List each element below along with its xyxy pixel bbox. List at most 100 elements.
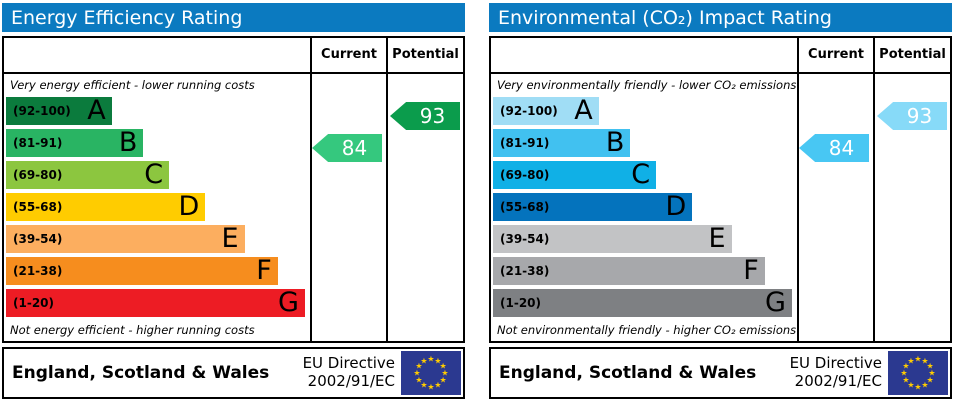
rating-bands: (92-100) A (81-91) B (69-80) C <box>6 97 308 321</box>
svg-text:★: ★ <box>420 381 427 390</box>
environmental-chart-body: Current Potential Very environmentally f… <box>489 36 952 343</box>
environmental-impact-chart: Environmental (CO₂) Impact Rating Curren… <box>489 3 952 399</box>
svg-text:★: ★ <box>907 381 914 390</box>
svg-text:★: ★ <box>415 362 422 371</box>
current-column-header: Current <box>321 47 377 62</box>
environmental-chart-title: Environmental (CO₂) Impact Rating <box>498 6 832 29</box>
band-range-label: (81-91) <box>13 136 63 150</box>
band-row-e: (39-54) E <box>6 225 308 253</box>
band-range-label: (55-68) <box>500 200 550 214</box>
band-row-c: (69-80) C <box>493 161 795 189</box>
energy-chart-title: Energy Efficiency Rating <box>11 6 243 29</box>
band-bar-g: (1-20) G <box>6 289 305 317</box>
band-row-b: (81-91) B <box>493 129 795 157</box>
bottom-note: Not environmentally friendly - higher CO… <box>497 323 797 337</box>
column-divider <box>386 38 388 341</box>
svg-text:★: ★ <box>440 362 447 371</box>
band-range-label: (69-80) <box>500 168 550 182</box>
svg-text:★: ★ <box>440 376 447 385</box>
band-bar-b: (81-91) B <box>6 127 144 158</box>
band-range-label: (39-54) <box>500 232 550 246</box>
band-range-label: (1-20) <box>13 296 54 310</box>
band-bar-f: (21-38) F <box>493 257 765 285</box>
band-range-label: (21-38) <box>500 264 550 278</box>
band-range-label: (1-20) <box>500 296 541 310</box>
current-rating-value: 84 <box>341 136 368 160</box>
band-row-f: (21-38) F <box>493 257 795 285</box>
column-divider <box>873 38 875 341</box>
band-letter: E <box>708 223 726 254</box>
current-rating-arrow: 84 <box>312 134 382 162</box>
band-letter: D <box>665 191 687 222</box>
svg-text:★: ★ <box>900 369 907 378</box>
svg-text:★: ★ <box>902 362 909 371</box>
potential-rating-arrow: 93 <box>877 102 947 130</box>
svg-text:★: ★ <box>434 356 441 365</box>
band-letter: C <box>144 159 164 190</box>
band-letter: B <box>118 127 138 158</box>
column-header-row: Current Potential <box>491 38 950 74</box>
svg-text:★: ★ <box>441 369 448 378</box>
band-bar-e: (39-54) E <box>493 225 732 253</box>
svg-text:★: ★ <box>415 376 422 385</box>
band-letter: G <box>765 287 786 318</box>
band-bar-a: (92-100) A <box>6 97 112 125</box>
band-bar-d: (55-68) D <box>6 191 206 222</box>
band-bar-a: (92-100) A <box>493 97 599 125</box>
potential-rating-value: 93 <box>419 104 446 128</box>
band-range-label: (39-54) <box>13 232 63 246</box>
band-letter: D <box>178 191 200 222</box>
current-column-header: Current <box>808 47 864 62</box>
band-letter: F <box>743 255 759 286</box>
band-row-b: (81-91) B <box>6 129 308 157</box>
svg-text:★: ★ <box>921 381 928 390</box>
svg-text:★: ★ <box>907 356 914 365</box>
svg-text:★: ★ <box>927 362 934 371</box>
band-letter: A <box>87 95 106 126</box>
energy-chart-body: Current Potential Very energy efficient … <box>2 36 465 343</box>
svg-text:★: ★ <box>420 356 427 365</box>
top-note: Very energy efficient - lower running co… <box>10 78 255 92</box>
column-header-row: Current Potential <box>4 38 463 74</box>
band-row-a: (92-100) A <box>493 97 795 125</box>
svg-text:★: ★ <box>902 376 909 385</box>
band-range-label: (81-91) <box>500 136 550 150</box>
svg-text:★: ★ <box>427 383 434 392</box>
svg-text:★: ★ <box>434 381 441 390</box>
column-divider <box>797 38 799 341</box>
potential-column-header: Potential <box>879 47 946 62</box>
band-range-label: (69-80) <box>13 168 63 182</box>
band-range-label: (55-68) <box>13 200 63 214</box>
eu-flag-icon: ★ ★★ ★★★ ★★★ ★★★ <box>888 351 948 395</box>
band-range-label: (21-38) <box>13 264 63 278</box>
band-row-d: (55-68) D <box>6 193 308 221</box>
energy-efficiency-chart: Energy Efficiency Rating Current Potenti… <box>2 3 465 399</box>
svg-text:★: ★ <box>914 355 921 364</box>
band-bar-e: (39-54) E <box>6 225 245 253</box>
band-row-g: (1-20) G <box>6 289 308 317</box>
svg-text:★: ★ <box>928 369 935 378</box>
band-letter: B <box>605 127 625 158</box>
current-rating-arrow: 84 <box>799 134 869 162</box>
band-bar-c: (69-80) C <box>493 159 657 190</box>
svg-text:★: ★ <box>914 383 921 392</box>
band-letter: C <box>631 159 651 190</box>
top-note: Very environmentally friendly - lower CO… <box>497 78 797 92</box>
potential-rating-arrow: 93 <box>390 102 460 130</box>
eu-flag-icon: ★ ★★ ★★★ ★★★ ★★★ <box>401 351 461 395</box>
column-divider <box>310 38 312 341</box>
eu-directive-label: EU Directive 2002/91/EC <box>302 354 395 390</box>
band-letter: E <box>221 223 239 254</box>
potential-column-header: Potential <box>392 47 459 62</box>
bottom-note: Not energy efficient - higher running co… <box>10 323 255 337</box>
environmental-chart-footer: England, Scotland & Wales EU Directive 2… <box>489 347 952 399</box>
energy-chart-footer: England, Scotland & Wales EU Directive 2… <box>2 347 465 399</box>
band-row-d: (55-68) D <box>493 193 795 221</box>
band-letter: A <box>574 95 593 126</box>
band-row-c: (69-80) C <box>6 161 308 189</box>
svg-text:★: ★ <box>413 369 420 378</box>
band-range-label: (92-100) <box>13 104 71 118</box>
band-row-a: (92-100) A <box>6 97 308 125</box>
current-rating-value: 84 <box>828 136 855 160</box>
